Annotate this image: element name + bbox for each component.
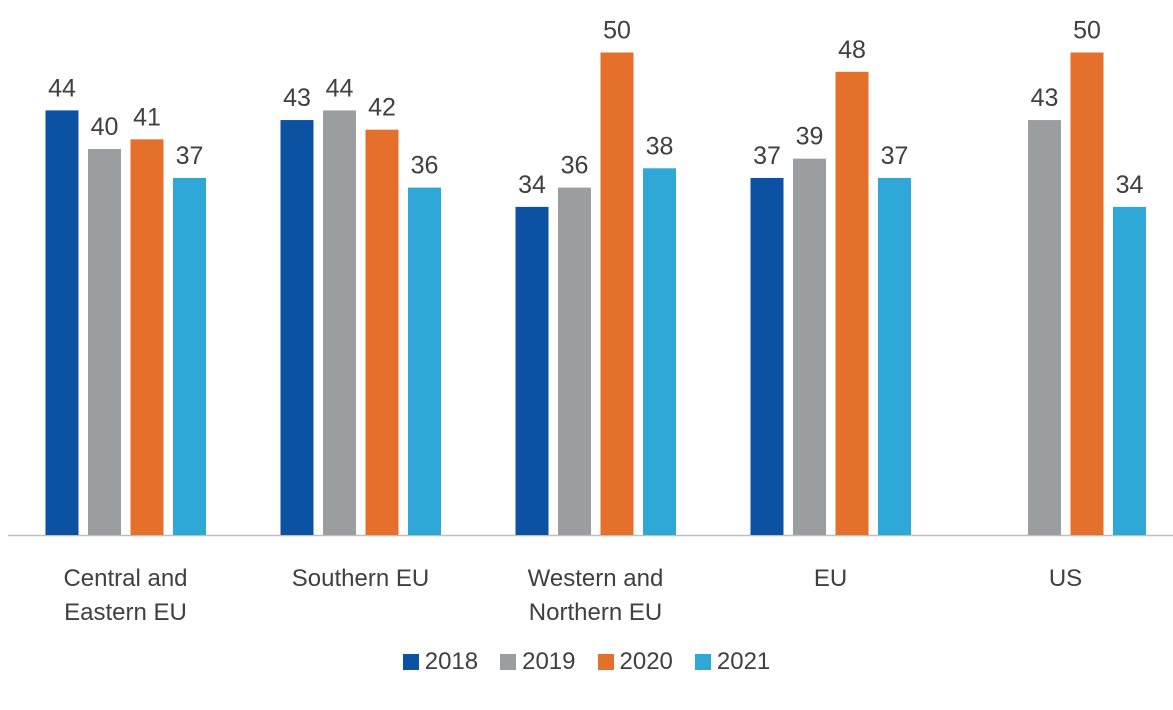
bar bbox=[130, 139, 164, 535]
legend: 2018 2019 2020 2021 bbox=[0, 648, 1173, 676]
legend-swatch bbox=[597, 654, 614, 670]
legend-item: 2018 bbox=[402, 648, 479, 676]
bar bbox=[600, 52, 634, 535]
bar bbox=[88, 149, 121, 535]
bar bbox=[515, 206, 549, 535]
data-label: 43 bbox=[1031, 84, 1059, 112]
bar bbox=[365, 129, 399, 535]
data-label: 36 bbox=[411, 152, 439, 180]
data-label: 37 bbox=[176, 142, 204, 170]
legend-label: 2018 bbox=[424, 648, 479, 675]
x-tick-label: Western and Northern EU bbox=[527, 565, 664, 626]
bar bbox=[1113, 206, 1146, 535]
data-label: 43 bbox=[283, 84, 311, 112]
legend-label: 2019 bbox=[522, 648, 576, 675]
data-label: 44 bbox=[326, 74, 354, 102]
bar bbox=[45, 110, 79, 536]
data-label: 48 bbox=[838, 36, 866, 64]
bar bbox=[280, 120, 314, 536]
legend-label: 2021 bbox=[716, 648, 771, 675]
legend-label: 2020 bbox=[619, 648, 673, 675]
data-label: 41 bbox=[133, 103, 161, 131]
legend-item: 2019 bbox=[500, 648, 576, 676]
x-tick-label: Southern EU bbox=[291, 565, 430, 592]
data-label: 44 bbox=[48, 74, 76, 102]
bar bbox=[323, 110, 356, 536]
bar bbox=[793, 158, 826, 535]
bar bbox=[558, 187, 591, 535]
data-label: 40 bbox=[91, 113, 119, 141]
data-label: 39 bbox=[796, 123, 824, 151]
legend-swatch bbox=[694, 654, 711, 670]
data-label: 37 bbox=[753, 142, 781, 170]
data-label: 50 bbox=[603, 17, 631, 45]
bar bbox=[1070, 52, 1104, 535]
legend-item: 2020 bbox=[597, 648, 673, 676]
x-tick-label: EU bbox=[813, 565, 848, 592]
legend-swatch bbox=[500, 654, 517, 670]
data-label: 34 bbox=[1116, 171, 1144, 199]
bar bbox=[835, 71, 869, 536]
legend-item: 2021 bbox=[694, 648, 771, 676]
bar bbox=[173, 177, 206, 535]
bar bbox=[750, 177, 784, 535]
bar bbox=[878, 177, 911, 535]
x-tick-label: Central and Eastern EU bbox=[63, 565, 188, 626]
data-label: 38 bbox=[646, 132, 674, 160]
data-label: 42 bbox=[368, 94, 396, 122]
bar bbox=[408, 187, 441, 535]
bar bbox=[643, 168, 676, 536]
data-label: 50 bbox=[1073, 17, 1101, 45]
bar bbox=[1028, 120, 1061, 536]
legend-swatch bbox=[402, 654, 419, 670]
x-tick-label: US bbox=[1048, 565, 1083, 592]
data-label: 37 bbox=[881, 142, 909, 170]
data-label: 36 bbox=[561, 152, 589, 180]
data-label: 34 bbox=[518, 171, 546, 199]
